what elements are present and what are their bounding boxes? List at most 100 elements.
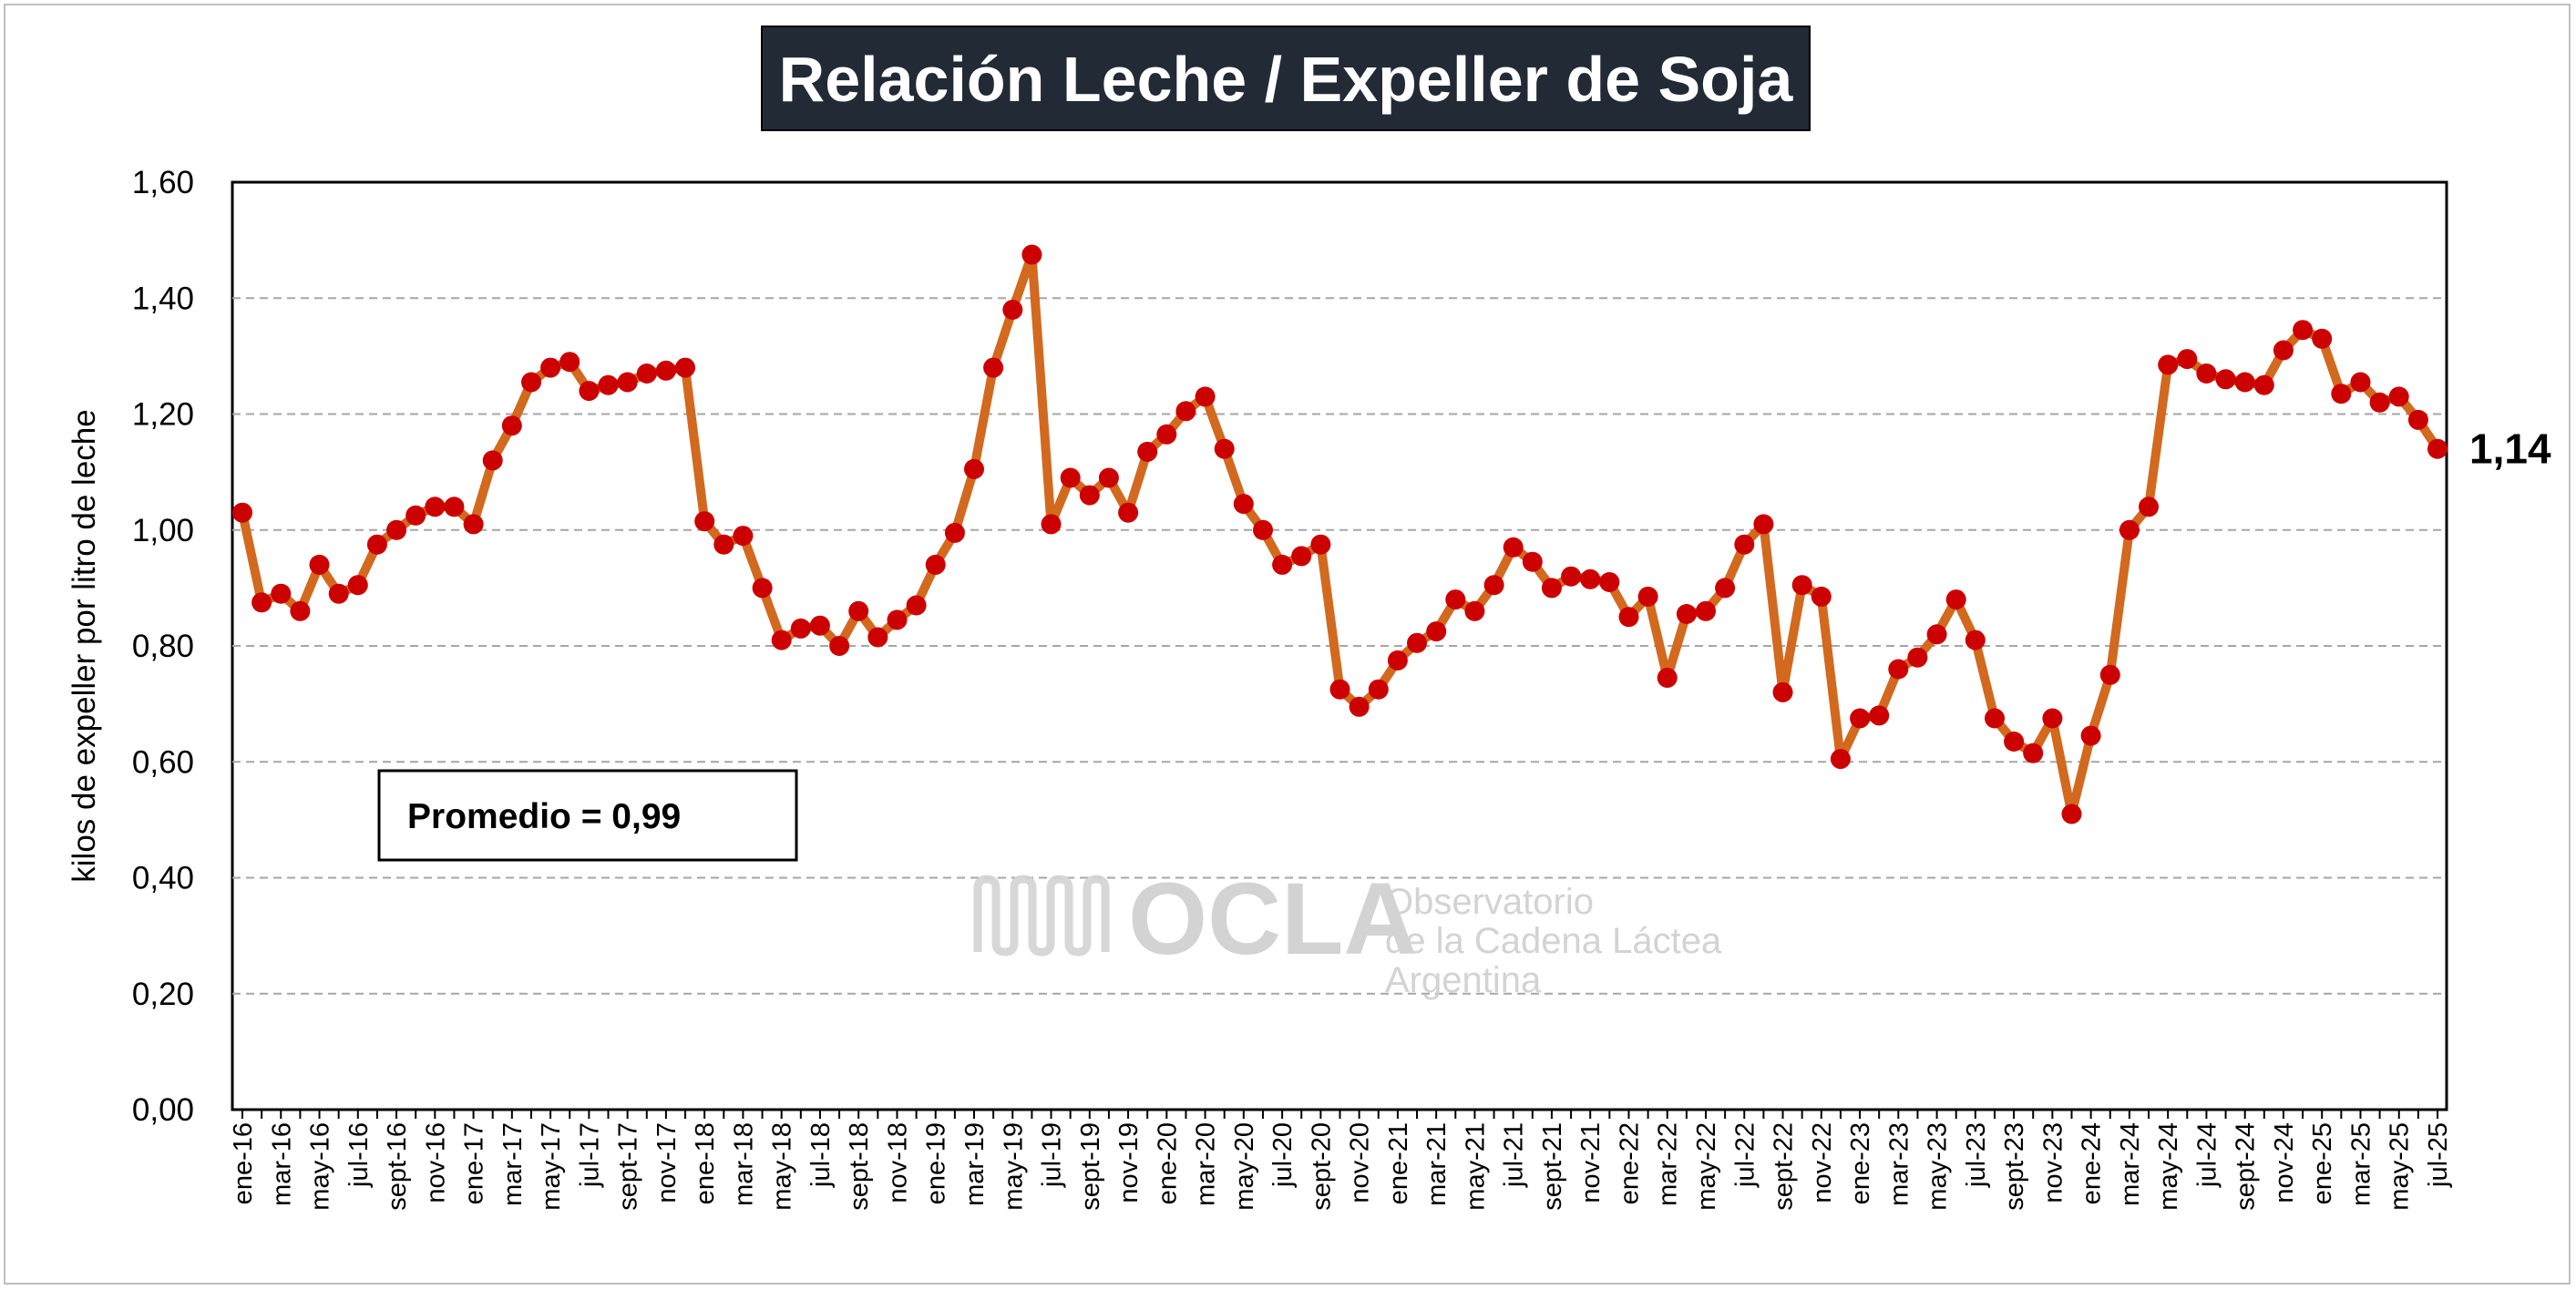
data-point <box>867 627 888 648</box>
x-tick-label: nov-16 <box>421 1122 450 1203</box>
data-point <box>1734 534 1755 555</box>
data-point <box>1310 534 1331 555</box>
x-tick-label: mar-25 <box>2346 1122 2376 1206</box>
data-point <box>598 374 619 395</box>
x-tick-label: nov-22 <box>1808 1122 1837 1203</box>
x-tick-label: may-19 <box>999 1122 1028 1211</box>
data-point <box>2023 742 2044 763</box>
data-point <box>2253 374 2274 395</box>
y-axis-ticks: 0,00 0,20 0,40 0,60 0,80 1,00 1,20 1,40 1,60 <box>132 165 194 1128</box>
grid-lines <box>232 297 2447 995</box>
chart-title-box: Relación Leche / Expeller de Soja <box>761 26 1811 131</box>
data-point <box>1772 681 1793 702</box>
data-point <box>675 357 695 378</box>
data-point <box>1445 589 1466 610</box>
x-tick-label: nov-23 <box>2038 1122 2068 1203</box>
data-point <box>251 592 272 613</box>
data-point <box>1272 554 1293 575</box>
data-point <box>2331 384 2352 404</box>
data-point <box>636 363 657 384</box>
data-point <box>2388 386 2409 407</box>
x-tick-label: mar-18 <box>729 1122 758 1206</box>
data-point <box>1715 578 1736 599</box>
x-tick-label: mar-21 <box>1422 1122 1452 1206</box>
data-point <box>694 511 715 532</box>
data-point <box>1002 300 1023 320</box>
x-tick-label: mar-20 <box>1192 1122 1221 1206</box>
data-point <box>405 505 426 526</box>
data-point <box>848 600 869 621</box>
average-box: Promedio = 0,99 <box>377 769 798 862</box>
data-point <box>521 372 541 393</box>
chart-title: Relación Leche / Expeller de Soja <box>779 44 1794 115</box>
x-tick-label: jul-25 <box>2424 1122 2453 1188</box>
data-point <box>1965 630 1986 650</box>
x-tick-label: ene-19 <box>922 1122 951 1204</box>
data-point <box>983 357 1004 378</box>
data-point <box>309 554 330 575</box>
data-point <box>271 583 292 604</box>
data-point <box>2215 369 2236 390</box>
data-point <box>2196 363 2217 384</box>
data-point <box>328 583 349 604</box>
data-point <box>1618 607 1639 628</box>
data-point <box>1156 424 1177 445</box>
data-point <box>1811 586 1832 607</box>
data-point <box>1888 659 1909 680</box>
x-tick-label: jul-18 <box>806 1122 836 1188</box>
data-point <box>1637 586 1658 607</box>
data-point <box>1041 514 1062 535</box>
data-point <box>1522 551 1543 572</box>
x-tick-label: nov-17 <box>652 1122 682 1203</box>
data-point <box>501 415 522 436</box>
data-point <box>366 534 387 555</box>
data-point <box>540 357 561 378</box>
data-point <box>1291 546 1312 567</box>
x-tick-label: ene-25 <box>2308 1122 2337 1204</box>
data-point <box>2312 328 2333 349</box>
data-point <box>829 636 850 656</box>
y-tick-label: 1,60 <box>132 165 194 200</box>
data-point <box>425 497 446 517</box>
data-point <box>1985 708 2005 729</box>
data-point <box>2099 664 2120 685</box>
data-point <box>1079 485 1100 506</box>
data-point <box>2234 372 2255 393</box>
x-tick-label: ene-22 <box>1615 1122 1644 1204</box>
data-point <box>1791 575 1812 596</box>
data-point <box>290 600 311 621</box>
x-tick-label: jul-21 <box>1500 1122 1529 1188</box>
data-point <box>771 630 792 650</box>
x-tick-label: jul-19 <box>1038 1122 1067 1188</box>
data-point <box>1657 668 1678 688</box>
data-point <box>1696 600 1716 621</box>
data-point <box>1098 467 1119 488</box>
y-tick-label: 1,20 <box>132 397 194 433</box>
data-point <box>1060 467 1081 488</box>
x-tick-label: may-20 <box>1230 1122 1259 1211</box>
data-point <box>2177 349 2198 370</box>
y-tick-label: 1,40 <box>132 281 194 316</box>
data-point <box>1907 647 1928 668</box>
watermark: OCLA Observatorio de la Cadena Láctea Ar… <box>973 862 1722 1000</box>
data-point <box>2061 804 2082 824</box>
x-tick-label: may-16 <box>306 1122 335 1211</box>
x-tick-label: sept-22 <box>1770 1122 1799 1211</box>
watermark-line1: Observatorio <box>1385 882 1594 922</box>
data-point <box>733 526 754 547</box>
y-tick-label: 0,80 <box>132 629 194 664</box>
series-points <box>232 244 2448 824</box>
x-tick-label: mar-23 <box>1884 1122 1914 1206</box>
data-point <box>463 514 484 535</box>
data-point <box>559 352 580 373</box>
x-tick-label: ene-16 <box>229 1122 258 1204</box>
x-tick-label: may-21 <box>1461 1122 1490 1211</box>
x-tick-label: may-18 <box>768 1122 797 1211</box>
y-tick-label: 1,00 <box>132 513 194 548</box>
data-point <box>964 458 984 479</box>
x-tick-label: jul-22 <box>1730 1122 1760 1188</box>
data-point <box>2407 409 2428 430</box>
x-tick-label: ene-23 <box>1846 1122 1875 1204</box>
data-point <box>1580 568 1601 589</box>
